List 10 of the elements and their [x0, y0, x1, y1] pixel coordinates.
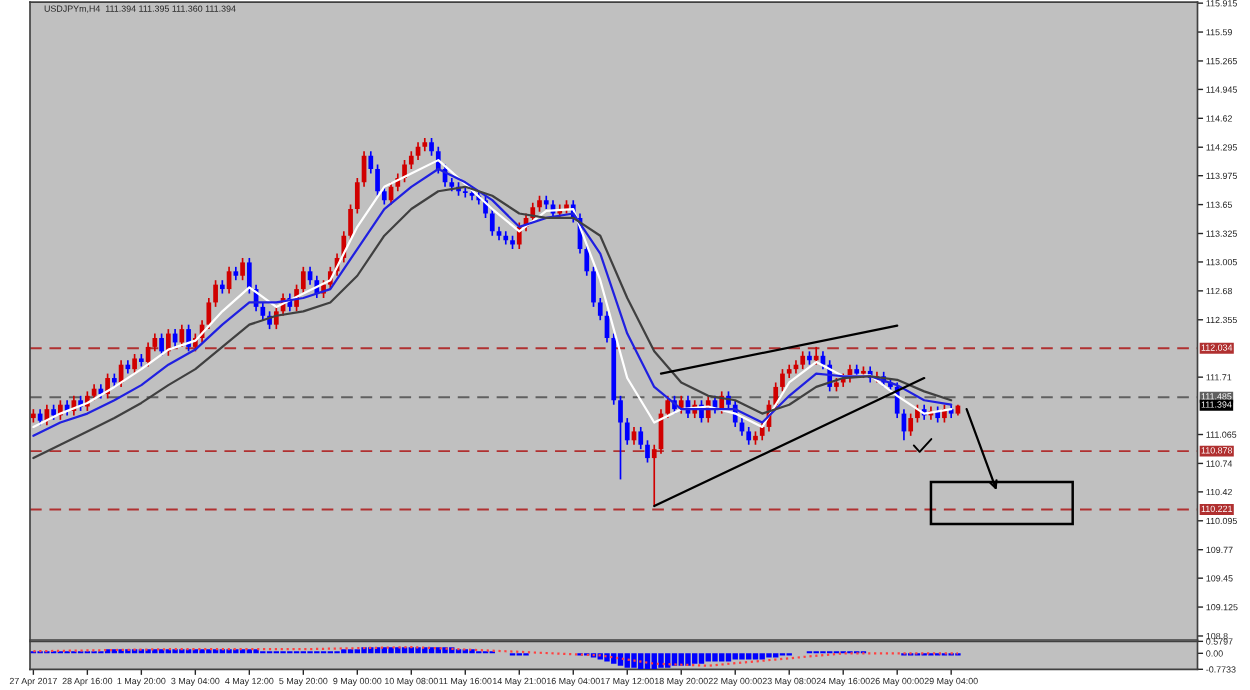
candlestick [179, 323, 185, 348]
line-series [32, 646, 960, 667]
candlestick [503, 230, 509, 246]
candlestick [908, 412, 914, 437]
candlestick [125, 359, 131, 375]
candlestick [240, 257, 245, 282]
candlestick [489, 208, 495, 237]
candlestick [186, 323, 191, 353]
candlestick [132, 353, 137, 375]
candlestick [638, 426, 644, 451]
